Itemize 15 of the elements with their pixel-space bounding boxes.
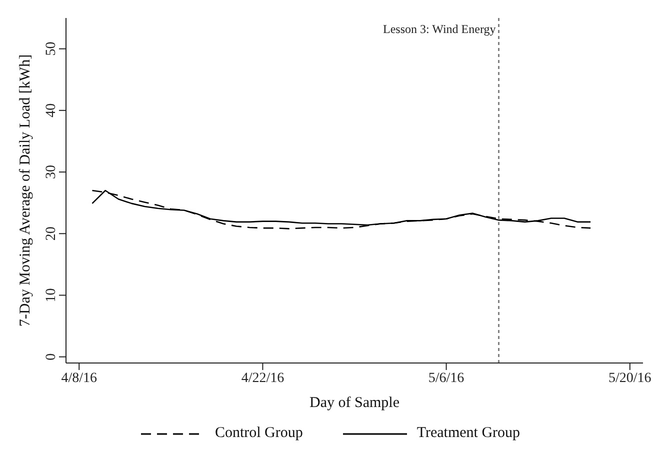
y-tick-label: 10: [44, 288, 59, 302]
y-tick-label: 0: [44, 353, 59, 360]
x-tick-label: 4/22/16: [241, 370, 284, 386]
y-tick-label: 30: [44, 165, 59, 180]
x-tick-label: 5/6/16: [428, 370, 464, 386]
y-tick-label: 40: [44, 103, 59, 118]
y-tick-label: 50: [44, 42, 59, 56]
ref-line-label: Lesson 3: Wind Energy: [383, 22, 496, 36]
y-axis-title: 7-Day Moving Average of Daily Load [kWh]: [17, 54, 34, 327]
x-axis-title: Day of Sample: [310, 395, 400, 411]
legend-label: Control Group: [214, 425, 303, 442]
x-tick-label: 4/8/16: [61, 370, 98, 386]
y-tick-label: 20: [44, 226, 59, 241]
legend-label: Treatment Group: [416, 425, 520, 442]
x-tick-label: 5/20/16: [608, 370, 652, 386]
